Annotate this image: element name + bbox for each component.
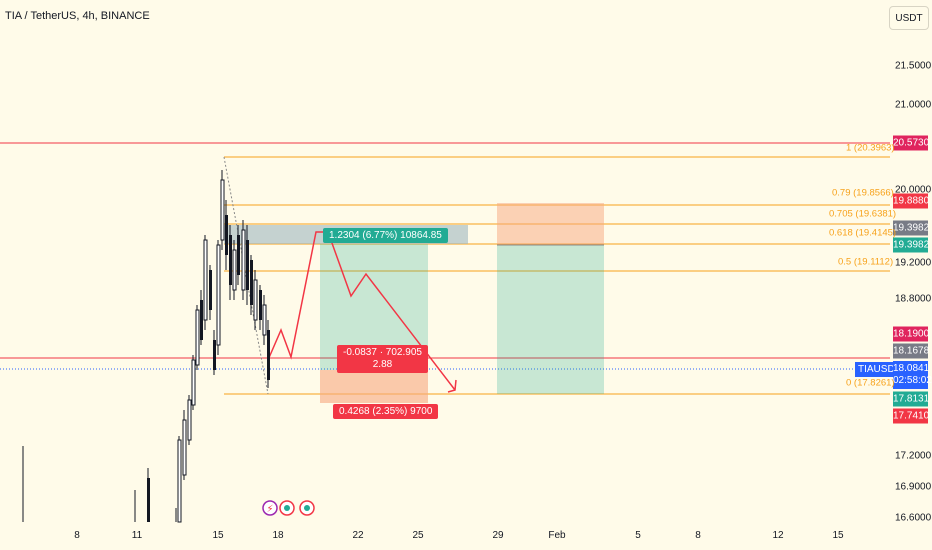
position-2-stop-zone bbox=[497, 203, 604, 245]
fib-label: 0 (17.8261) bbox=[846, 377, 895, 389]
target-label: 1.2304 (6.77%) 10864.85 bbox=[323, 228, 448, 243]
lightning-icon: ⚡ bbox=[262, 500, 278, 516]
x-tick: 18 bbox=[272, 530, 284, 541]
svg-text:⚡: ⚡ bbox=[266, 504, 273, 515]
position-2-target-zone bbox=[497, 245, 604, 394]
price-badge: 17.7410 bbox=[893, 408, 930, 424]
current-symbol-label: TIAUSDT bbox=[855, 362, 904, 377]
price-badge: 18.1678 bbox=[893, 343, 930, 359]
x-tick: 15 bbox=[212, 530, 224, 541]
x-tick: 8 bbox=[695, 530, 701, 541]
fib-label: 1 (20.3963) bbox=[846, 142, 895, 154]
y-tick: 17.2000 bbox=[895, 450, 932, 462]
stop-label: 0.4268 (2.35%) 9700 bbox=[333, 404, 439, 419]
candles bbox=[22, 170, 270, 523]
y-tick: 20.0000 bbox=[895, 184, 932, 196]
price-badge: 18.1900 bbox=[893, 326, 930, 342]
x-tick: 29 bbox=[492, 530, 504, 541]
dividend-icon bbox=[299, 500, 315, 516]
price-badge: 19.3982 bbox=[893, 237, 930, 253]
x-tick: 8 bbox=[74, 530, 80, 541]
price-badge: 19.8880 bbox=[893, 193, 930, 209]
price-badge: 17.8131 bbox=[893, 391, 930, 407]
earnings-icon bbox=[279, 500, 295, 516]
y-tick: 18.8000 bbox=[895, 293, 932, 305]
x-tick: 22 bbox=[352, 530, 364, 541]
fib-label: 0.705 (19.6381) bbox=[829, 208, 897, 220]
y-tick: 16.6000 bbox=[895, 512, 932, 524]
fib-label: 0.5 (19.1112) bbox=[838, 256, 894, 268]
x-tick: Feb bbox=[548, 530, 566, 541]
y-tick: 21.0000 bbox=[895, 99, 932, 111]
open-pl-line1: -0.0837 · 702.905 bbox=[343, 347, 422, 358]
open-pl-line2: 2.88 bbox=[372, 359, 393, 370]
x-tick: 25 bbox=[412, 530, 424, 541]
current-price-badge: 18.0841 02:58:02 bbox=[893, 361, 932, 389]
x-tick: 12 bbox=[772, 530, 784, 541]
projection-path bbox=[267, 231, 456, 391]
price-badge: 20.5730 bbox=[893, 135, 930, 151]
open-pl-label: -0.0837 · 702.905 2.88 bbox=[337, 345, 428, 373]
currency-button[interactable]: USDT bbox=[889, 6, 929, 30]
price-badge: 19.3982 bbox=[893, 220, 930, 236]
chart-title: TIA / TetherUS, 4h, BINANCE bbox=[5, 10, 150, 22]
y-tick: 16.9000 bbox=[895, 481, 932, 493]
y-tick: 19.2000 bbox=[895, 257, 932, 269]
x-tick: 15 bbox=[832, 530, 844, 541]
fib-label: 0.618 (19.4145) bbox=[829, 227, 897, 239]
current-price: 18.0841 bbox=[893, 363, 930, 374]
y-tick: 21.5000 bbox=[895, 60, 932, 72]
position-1-stop-zone bbox=[320, 370, 428, 403]
countdown: 02:58:02 bbox=[893, 375, 932, 386]
fib-label: 0.79 (19.8566) bbox=[832, 187, 894, 199]
x-tick: 5 bbox=[635, 530, 641, 541]
x-tick: 11 bbox=[131, 530, 143, 541]
